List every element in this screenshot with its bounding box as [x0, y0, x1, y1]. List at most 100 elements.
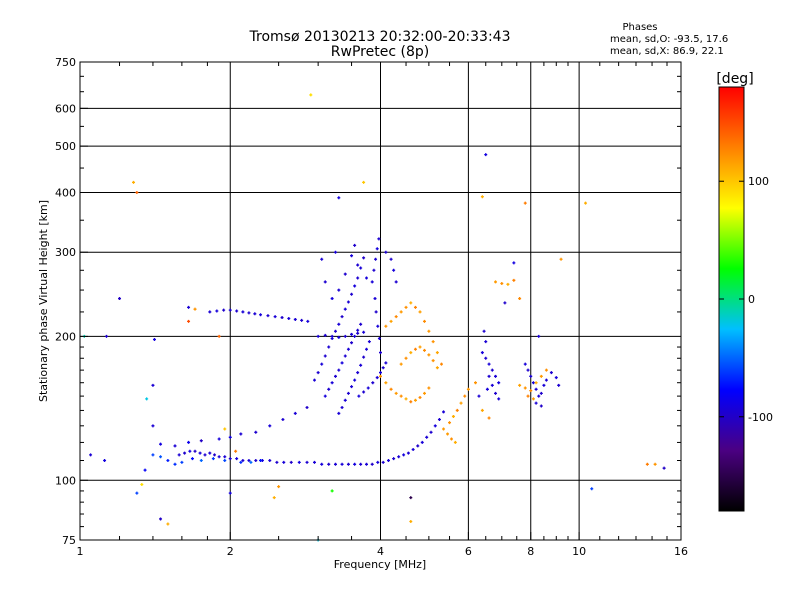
data-point: [259, 313, 263, 317]
data-point: [531, 397, 535, 401]
data-point: [365, 462, 369, 466]
data-point: [309, 93, 313, 97]
data-point: [559, 257, 563, 261]
data-point: [485, 387, 489, 391]
data-point: [389, 387, 393, 391]
data-point: [259, 458, 263, 462]
data-point: [247, 458, 251, 462]
data-point: [529, 374, 533, 378]
data-point: [239, 460, 243, 464]
data-point: [353, 334, 357, 338]
data-point: [371, 381, 375, 385]
data-point: [409, 351, 413, 355]
data-point: [340, 405, 344, 409]
data-point: [241, 310, 245, 314]
data-point: [277, 485, 281, 489]
data-point: [359, 462, 363, 466]
data-point: [346, 347, 350, 351]
data-point: [333, 329, 337, 333]
data-point: [374, 310, 378, 314]
data-point: [213, 453, 217, 457]
data-point: [411, 447, 415, 451]
data-point: [217, 437, 221, 441]
data-point: [353, 243, 357, 247]
data-point: [484, 340, 488, 344]
y-tick-label: 200: [55, 330, 76, 343]
data-point: [394, 391, 398, 395]
data-point: [222, 308, 226, 312]
data-point: [459, 401, 463, 405]
data-point: [273, 315, 277, 319]
data-point: [413, 305, 417, 309]
data-point: [537, 334, 541, 338]
data-point: [280, 316, 284, 320]
data-point: [268, 424, 272, 428]
data-point: [539, 391, 543, 395]
data-point: [449, 437, 453, 441]
data-point: [312, 460, 316, 464]
phase-stats-o-mode: mean, sd,O: -93.5, 17.6: [610, 34, 728, 45]
data-point: [437, 418, 441, 422]
data-point: [377, 237, 381, 241]
data-point: [497, 397, 501, 401]
data-point: [442, 410, 446, 414]
data-point: [151, 383, 155, 387]
data-point: [333, 374, 337, 378]
data-point: [356, 328, 360, 332]
data-point: [350, 254, 354, 258]
phase-stats-x-mode: mean, sd,X: 86.9, 22.1: [610, 46, 724, 57]
data-point: [180, 460, 184, 464]
data-point: [406, 451, 410, 455]
data-point: [451, 414, 455, 418]
data-point: [490, 383, 494, 387]
data-point: [386, 458, 390, 462]
data-point: [544, 368, 548, 372]
data-point: [384, 361, 388, 365]
data-point: [367, 340, 371, 344]
data-point: [340, 462, 344, 466]
data-point: [323, 333, 327, 337]
data-point: [370, 462, 374, 466]
data-point: [320, 462, 324, 466]
data-points: [82, 93, 666, 542]
grid-lines: [80, 62, 681, 540]
data-point: [440, 362, 443, 366]
data-point: [316, 371, 320, 375]
data-point: [359, 322, 363, 326]
data-point: [193, 307, 197, 311]
data-point: [584, 201, 588, 205]
data-point: [518, 297, 522, 301]
data-point: [323, 354, 327, 358]
data-point: [392, 268, 396, 272]
data-point: [177, 453, 181, 457]
data-point: [228, 491, 232, 495]
data-point: [662, 466, 666, 470]
data-point: [166, 458, 170, 462]
data-point: [506, 282, 510, 286]
data-point: [152, 338, 156, 342]
data-point: [143, 468, 147, 472]
y-tick-label: 300: [55, 246, 76, 259]
colorbar-tick-label: -100: [748, 411, 773, 424]
data-point: [300, 318, 304, 322]
data-point: [340, 315, 344, 319]
colorbar-label: [deg]: [716, 71, 753, 87]
data-point: [480, 195, 484, 199]
data-point: [482, 329, 486, 333]
data-point: [431, 359, 435, 363]
data-point: [330, 334, 334, 338]
data-point: [234, 449, 238, 453]
data-point: [193, 449, 197, 453]
data-point: [389, 257, 393, 261]
data-point: [253, 312, 257, 316]
data-point: [413, 347, 417, 351]
data-point: [350, 332, 354, 336]
data-point: [554, 376, 558, 380]
data-point: [427, 329, 431, 333]
data-point: [484, 153, 488, 157]
data-point: [306, 319, 310, 323]
data-point: [327, 462, 331, 466]
data-point: [487, 362, 491, 366]
data-point: [350, 341, 354, 345]
data-point: [480, 351, 484, 355]
